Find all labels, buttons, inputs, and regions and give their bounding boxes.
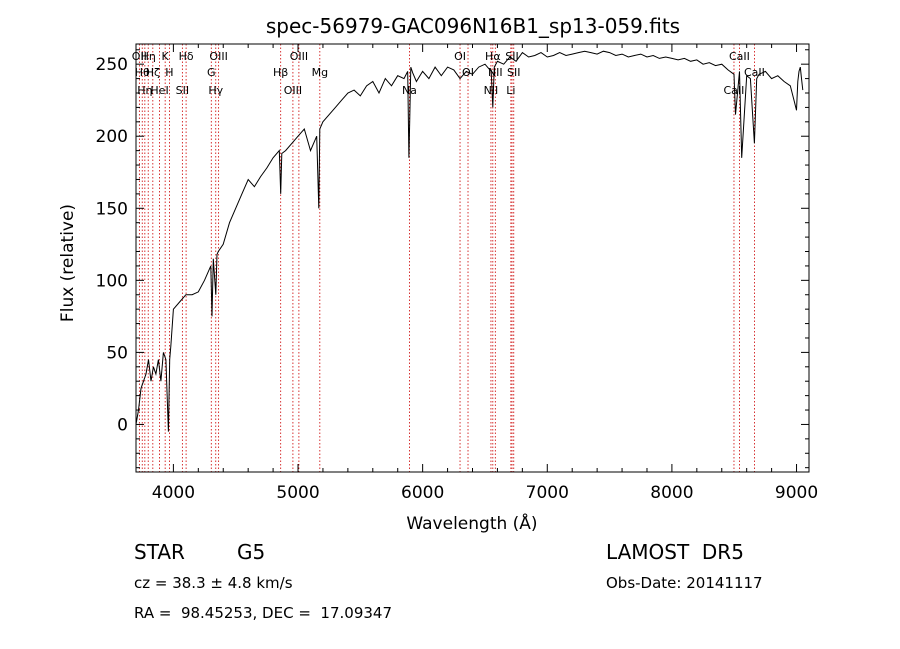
line-label: SII <box>505 50 518 63</box>
line-label: K <box>162 50 170 63</box>
line-label: Hη <box>141 50 156 63</box>
line-label: Hα <box>485 50 501 63</box>
line-label: Li <box>506 84 515 97</box>
line-label: SII <box>176 84 189 97</box>
line-label: CaII <box>744 66 765 79</box>
line-label: Hθ <box>135 66 150 79</box>
y-axis-ticks: 0 50 100 150 200 250 <box>96 49 809 469</box>
line-label: Hη <box>137 84 152 97</box>
y-tick-label: 50 <box>106 343 128 363</box>
line-label: G <box>207 66 216 79</box>
x-tick-label: 7000 <box>526 483 569 503</box>
line-label: Hγ <box>208 84 223 97</box>
x-tick-label: 9000 <box>775 483 818 503</box>
line-label: Mg <box>312 66 328 79</box>
line-label: SII <box>507 66 520 79</box>
x-tick-label: 8000 <box>650 483 693 503</box>
redshift-text: cz = 38.3 ± 4.8 km/s <box>134 574 293 592</box>
line-labels: OIIHθHηHηHζHeIKHSIIHδGHγOIIIHβOIIIOIIIMg… <box>132 50 765 97</box>
object-class: STAR <box>134 540 185 564</box>
line-label: OIII <box>209 50 227 63</box>
line-label: OIII <box>284 84 302 97</box>
x-axis-label: Wavelength (Å) <box>406 512 537 534</box>
line-label: HeI <box>150 84 168 97</box>
line-label: Na <box>402 84 417 97</box>
line-label: CaII <box>724 84 745 97</box>
line-label: CaII <box>729 50 750 63</box>
chart-title: spec-56979-GAC096N16B1_sp13-059.fits <box>266 14 680 38</box>
line-label: OIII <box>290 50 308 63</box>
y-tick-label: 0 <box>117 415 128 435</box>
x-tick-label: 4000 <box>152 483 195 503</box>
y-tick-label: 200 <box>96 127 128 147</box>
line-label: NII <box>488 66 503 79</box>
x-axis-ticks: 4000 5000 6000 7000 8000 9000 <box>152 44 818 503</box>
survey-name: LAMOST DR5 <box>606 540 744 564</box>
line-label: H <box>165 66 173 79</box>
line-label: Hδ <box>179 50 194 63</box>
line-label: OI <box>454 50 466 63</box>
obs-date: Obs-Date: 20141117 <box>606 574 763 592</box>
line-markers <box>138 44 755 472</box>
line-label: Hβ <box>273 66 288 79</box>
y-axis-label: Flux (relative) <box>58 204 78 322</box>
y-tick-label: 250 <box>96 55 128 75</box>
y-tick-label: 150 <box>96 199 128 219</box>
line-label: Hζ <box>146 66 160 79</box>
ra-dec: RA = 98.45253, DEC = 17.09347 <box>134 604 393 622</box>
plot-frame <box>135 43 810 473</box>
x-tick-label: 5000 <box>276 483 319 503</box>
line-label: NII <box>484 84 499 97</box>
y-tick-label: 100 <box>96 271 128 291</box>
object-subclass: G5 <box>237 540 266 564</box>
spectrum-line <box>135 50 804 432</box>
x-tick-label: 6000 <box>401 483 444 503</box>
